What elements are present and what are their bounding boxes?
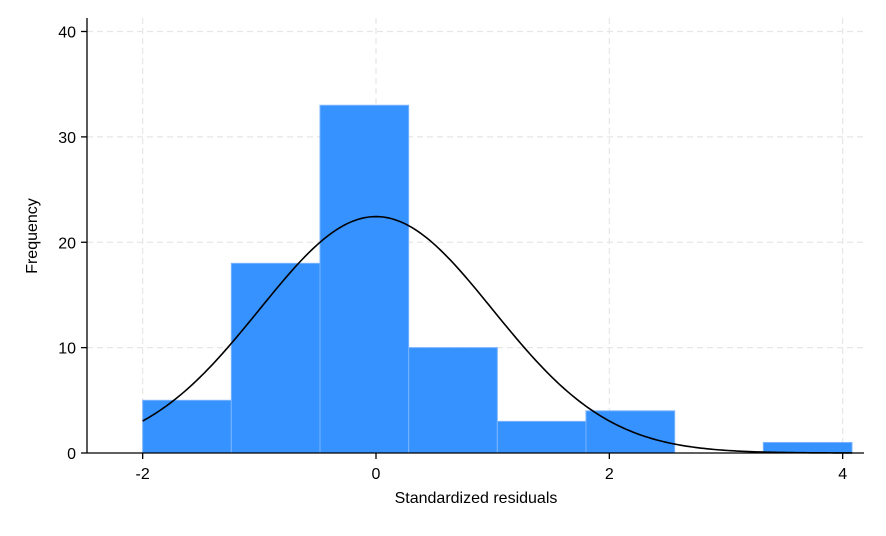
x-tick-label-1: 0 xyxy=(372,466,381,483)
histogram-bar-5 xyxy=(585,410,676,454)
histogram-bar-2 xyxy=(319,104,410,454)
histogram-bar-1 xyxy=(230,262,321,454)
axes-layer: 0 10 20 30 40 -2 0 2 4 xyxy=(58,18,864,483)
y-tick-label-3: 30 xyxy=(58,130,76,147)
y-tick-label-2: 20 xyxy=(58,235,76,252)
x-tick-label-0: -2 xyxy=(136,466,150,483)
histogram-bar-4 xyxy=(496,420,587,454)
curve-layer xyxy=(142,215,852,454)
x-axis-label: Standardized residuals xyxy=(395,490,558,507)
histogram-bar-0 xyxy=(142,399,232,454)
bars-layer xyxy=(142,104,853,454)
y-axis-label: Frequency xyxy=(24,198,41,274)
y-tick-label-0: 0 xyxy=(67,446,76,463)
y-tick-label-1: 10 xyxy=(58,341,76,358)
normal-density-curve xyxy=(142,215,852,454)
x-tick-label-3: 4 xyxy=(838,466,847,483)
histogram-bar-7 xyxy=(762,441,853,454)
y-tick-label-4: 40 xyxy=(58,25,76,42)
histogram-bar-3 xyxy=(408,347,498,454)
x-tick-label-2: 2 xyxy=(605,466,614,483)
